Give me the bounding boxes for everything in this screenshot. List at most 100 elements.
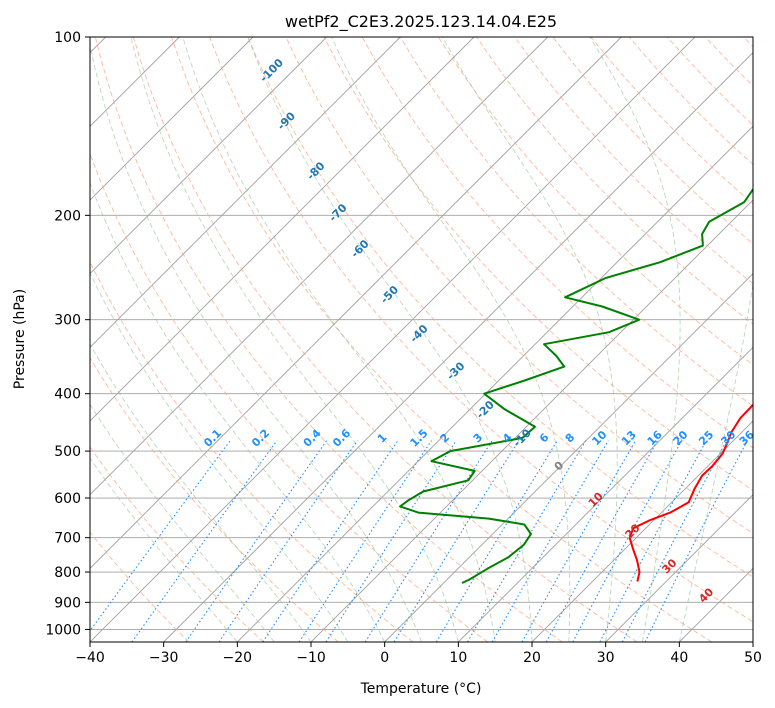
moist-adiabat-line xyxy=(589,37,681,642)
mixing-ratio-label: 8 xyxy=(563,431,578,446)
moist-adiabat-line xyxy=(441,37,618,642)
mixing-ratio-line xyxy=(467,440,587,642)
mixing-ratio-line xyxy=(644,440,748,642)
mixing-ratio-line xyxy=(185,440,328,642)
moist-adiabat-line xyxy=(678,281,753,642)
y-tick-label: 600 xyxy=(54,491,81,507)
y-tick-label: 400 xyxy=(54,387,81,403)
moist-adiabat-line xyxy=(182,37,496,642)
dry-adiabat-line xyxy=(514,37,753,285)
mixing-ratio-line xyxy=(325,440,457,642)
moist-adiabat-label: -80 xyxy=(304,159,327,182)
dry-adiabat-line xyxy=(90,356,339,642)
dry-adiabat-line xyxy=(171,37,712,642)
temperature-profile-line xyxy=(628,403,753,582)
y-tick-label: 700 xyxy=(54,531,81,547)
x-tick-label: −20 xyxy=(223,650,253,666)
moist-adiabat-label: -40 xyxy=(407,322,430,345)
mixing-ratio-line xyxy=(131,440,278,642)
mixing-ratio-label: 13 xyxy=(619,428,639,448)
mixing-ratio-label: 0.4 xyxy=(301,426,324,449)
mixing-ratio-label: 0.2 xyxy=(249,427,272,450)
mixing-ratio-label: 36 xyxy=(737,428,757,448)
mixing-ratio-label: 10 xyxy=(590,428,610,448)
mixing-ratio-line xyxy=(435,440,558,642)
mixing-ratio-line xyxy=(621,440,728,642)
y-tick-label: 800 xyxy=(54,565,81,581)
moist-adiabat-line xyxy=(90,343,312,642)
plot-frame xyxy=(89,36,754,643)
mixing-ratio-line xyxy=(90,440,231,632)
isotherm-line xyxy=(90,37,401,348)
moist-adiabat-line xyxy=(90,403,275,642)
dry-adiabat-line xyxy=(90,152,488,642)
mixing-ratio-line xyxy=(218,440,358,642)
isotherm-line xyxy=(679,567,753,642)
mixing-ratio-line xyxy=(393,440,520,642)
x-tick-label: 0 xyxy=(380,650,389,666)
x-tick-label: −30 xyxy=(149,650,179,666)
isotherm-line xyxy=(310,199,753,642)
y-axis: 100 200 300 400 500 600 700 800 900 1000 xyxy=(45,30,90,638)
moist-adiabat-label: -50 xyxy=(378,283,401,306)
x-axis-label: Temperature (°C) xyxy=(360,681,482,697)
dry-adiabat-label: 30 xyxy=(659,556,679,576)
dry-adiabat-line xyxy=(590,37,753,205)
dry-adiabat-line xyxy=(90,261,414,642)
background-lines xyxy=(90,37,753,642)
mixing-ratio-label: 1 xyxy=(375,431,390,446)
y-tick-label: 300 xyxy=(54,313,81,329)
dry-adiabat-line xyxy=(94,37,563,642)
isotherm-line xyxy=(384,273,753,642)
mixing-ratio-line xyxy=(572,440,683,642)
isotherm-line xyxy=(237,125,753,642)
isotherm-line xyxy=(90,37,327,275)
y-tick-label: 1000 xyxy=(45,622,81,638)
dry-adiabat-line xyxy=(743,37,753,48)
dry-adiabat-line xyxy=(209,37,753,623)
mixing-ratio-label: 6 xyxy=(537,431,552,446)
y-tick-label: 100 xyxy=(54,30,81,46)
isotherm-line xyxy=(163,52,753,642)
dry-adiabat-line xyxy=(90,531,190,642)
dry-adiabat-line xyxy=(323,37,753,491)
mixing-ratio-label: 0.6 xyxy=(330,426,353,449)
mixing-ratio-label: 30 xyxy=(718,428,738,448)
moist-adiabat-line xyxy=(247,37,533,642)
mixing-ratio-label: 3 xyxy=(471,431,486,446)
x-tick-label: 50 xyxy=(744,650,762,666)
dry-adiabat-line xyxy=(90,446,264,642)
x-tick-label: −10 xyxy=(296,650,326,666)
mixing-ratio-label: 16 xyxy=(645,428,665,448)
mixing-ratio-line xyxy=(521,440,637,642)
dry-adiabat-line xyxy=(552,37,753,245)
mixing-ratio-line xyxy=(545,440,659,642)
y-tick-label: 900 xyxy=(54,595,81,611)
y-tick-label: 200 xyxy=(54,208,81,224)
dewpoint-profile-line xyxy=(399,187,753,584)
y-tick-label: 500 xyxy=(54,444,81,460)
x-tick-label: −40 xyxy=(75,650,105,666)
moist-adiabat-line xyxy=(90,42,422,642)
profile-lines xyxy=(399,187,753,584)
isotherm-line xyxy=(605,494,753,642)
chart-title: wetPf2_C2E3.2025.123.14.04.E25 xyxy=(285,12,557,32)
dry-adiabat-line xyxy=(285,37,753,535)
moist-adiabat-line xyxy=(90,457,238,642)
x-tick-label: 10 xyxy=(449,650,467,666)
moist-adiabat-label: -70 xyxy=(326,201,349,224)
isotherm-line xyxy=(90,37,475,422)
dry-adiabat-line xyxy=(666,37,753,126)
isotherm-line xyxy=(90,37,622,569)
y-axis-label: Pressure (hPa) xyxy=(12,289,28,389)
mixing-ratio-line xyxy=(262,440,399,642)
dry-adiabat-line xyxy=(438,37,753,366)
isotherm-line xyxy=(90,37,696,642)
isotherm-line xyxy=(752,641,753,642)
x-axis: −40 −30 −20 −10 0 10 20 30 40 50 xyxy=(75,642,762,666)
mixing-ratio-label: 1.5 xyxy=(408,427,431,450)
moist-adiabat-line xyxy=(90,181,386,642)
mixing-ratio-line xyxy=(364,440,493,642)
isotherm-line xyxy=(90,37,548,496)
